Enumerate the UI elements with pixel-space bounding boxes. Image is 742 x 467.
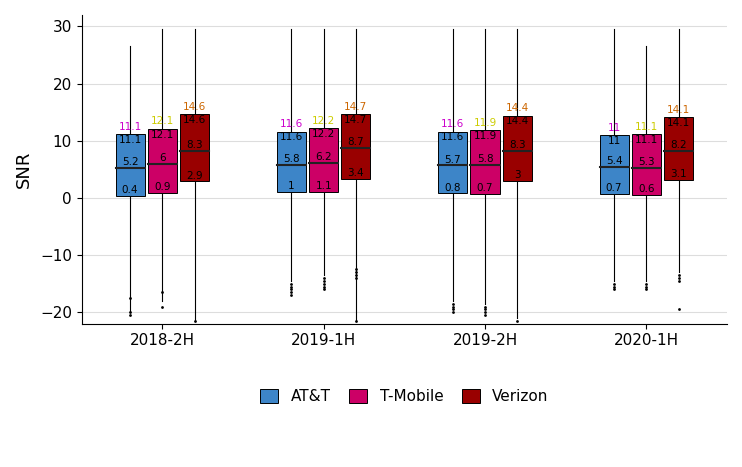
Text: 8.2: 8.2 (670, 140, 687, 150)
Bar (341, 114, 370, 178)
Text: 8.3: 8.3 (509, 140, 525, 149)
Text: 0.7: 0.7 (605, 183, 623, 193)
Legend: AT&T, T-Mobile, Verizon: AT&T, T-Mobile, Verizon (255, 384, 553, 409)
Text: 11.9: 11.9 (473, 118, 496, 127)
Bar (277, 132, 306, 192)
Text: 11.6: 11.6 (280, 120, 303, 129)
Text: 1: 1 (288, 181, 295, 191)
Text: 3.1: 3.1 (670, 170, 687, 179)
Text: 12.2: 12.2 (312, 116, 335, 126)
Bar (632, 134, 661, 195)
Text: 5.4: 5.4 (605, 156, 623, 166)
Text: 14.1: 14.1 (667, 105, 690, 115)
Text: 6: 6 (159, 153, 165, 163)
Text: 6.2: 6.2 (315, 152, 332, 162)
Text: 5.8: 5.8 (283, 154, 300, 164)
Text: 14.4: 14.4 (505, 103, 529, 113)
Text: 5.2: 5.2 (122, 157, 138, 167)
Text: 0.6: 0.6 (638, 184, 654, 194)
Text: 14.7: 14.7 (344, 102, 367, 112)
Text: 12.2: 12.2 (312, 129, 335, 139)
Text: 1.1: 1.1 (315, 181, 332, 191)
Text: 11: 11 (608, 123, 621, 133)
Text: 5.3: 5.3 (638, 157, 654, 167)
Text: 3: 3 (514, 170, 521, 180)
Text: 0.9: 0.9 (154, 182, 171, 192)
Y-axis label: SNR: SNR (15, 151, 33, 188)
Text: 8.3: 8.3 (186, 140, 203, 149)
Bar (116, 134, 145, 196)
Text: 0.7: 0.7 (477, 183, 493, 193)
Text: 0.4: 0.4 (122, 185, 138, 195)
Text: 11.6: 11.6 (280, 133, 303, 142)
Text: 14.7: 14.7 (344, 115, 367, 125)
Text: 0.8: 0.8 (444, 183, 461, 192)
Bar (439, 132, 467, 193)
Text: 2.9: 2.9 (186, 170, 203, 181)
Text: 11.6: 11.6 (441, 120, 464, 129)
Bar (148, 129, 177, 193)
Text: 11.1: 11.1 (119, 122, 142, 132)
Bar (180, 114, 209, 181)
Bar (309, 128, 338, 191)
Text: 14.4: 14.4 (505, 116, 529, 127)
Text: 14.6: 14.6 (183, 102, 206, 112)
Text: 14.1: 14.1 (667, 118, 690, 128)
Text: 11.1: 11.1 (119, 135, 142, 145)
Text: 3.4: 3.4 (347, 168, 364, 177)
Text: 12.1: 12.1 (151, 116, 174, 127)
Text: 11.9: 11.9 (473, 131, 496, 141)
Bar (600, 135, 628, 194)
Text: 11.6: 11.6 (441, 133, 464, 142)
Bar (503, 116, 532, 181)
Text: 12.1: 12.1 (151, 130, 174, 140)
Text: 5.7: 5.7 (444, 155, 461, 164)
Bar (470, 130, 499, 194)
Text: 11.1: 11.1 (634, 135, 658, 145)
Text: 11: 11 (608, 136, 621, 146)
Text: 5.8: 5.8 (476, 154, 493, 164)
Bar (664, 117, 693, 180)
Text: 8.7: 8.7 (347, 137, 364, 148)
Text: 14.6: 14.6 (183, 115, 206, 125)
Text: 11.1: 11.1 (634, 122, 658, 132)
